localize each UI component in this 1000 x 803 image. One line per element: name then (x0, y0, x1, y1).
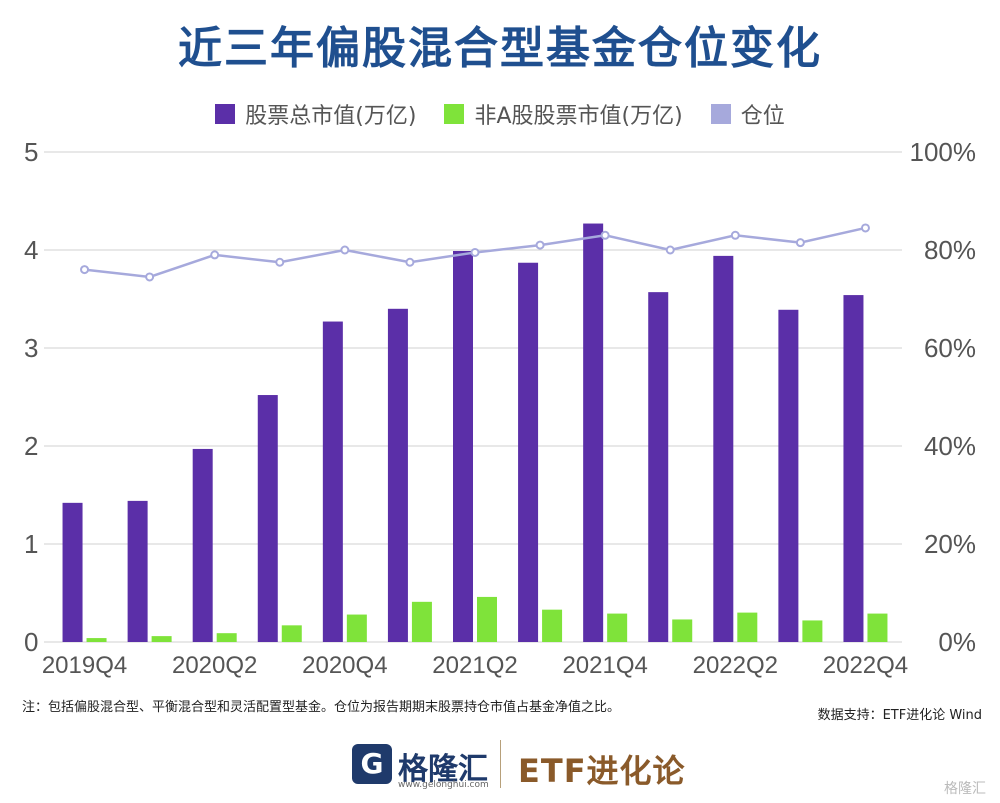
bar-total (648, 292, 669, 642)
y-right-tick-label: 60% (924, 333, 976, 363)
bar-nonA (477, 596, 497, 642)
bar-total (778, 309, 799, 642)
legend-item-nonA: 非A股股票市值(万亿) (444, 98, 683, 130)
x-tick-label: 2020Q2 (172, 652, 257, 679)
bar-nonA (607, 613, 628, 642)
x-tick-label: 2020Q4 (302, 652, 387, 679)
bar-nonA (802, 620, 823, 642)
position-point (860, 223, 870, 233)
bar-total (518, 262, 539, 642)
position-point (600, 230, 610, 240)
y-right-tick-label: 0% (938, 627, 976, 657)
bar-nonA (86, 638, 107, 642)
y-left-tick-label: 4 (24, 235, 38, 265)
watermark: 格隆汇 (944, 781, 986, 797)
gelonghui-url: www.gelonghui.com (398, 780, 489, 790)
position-point (145, 272, 155, 282)
x-tick-label: 2021Q2 (432, 652, 517, 679)
position-point (470, 247, 480, 257)
footer-divider (500, 740, 501, 788)
position-point (665, 245, 675, 255)
bar-nonA (151, 636, 172, 642)
bar-total (387, 308, 408, 642)
x-tick-label: 2021Q4 (562, 652, 647, 679)
chart-title: 近三年偏股混合型基金仓位变化 (178, 23, 822, 74)
y-left-tick-label: 2 (24, 431, 38, 461)
bar-nonA (672, 619, 693, 642)
position-point (80, 265, 90, 275)
y-right-tick-label: 20% (924, 529, 976, 559)
y-left-tick-label: 0 (24, 627, 38, 657)
legend-item-total: 股票总市值(万亿) (215, 98, 416, 130)
position-point (795, 238, 805, 248)
footer-branding: G 格隆汇 www.gelonghui.com ETF进化论 格隆汇 (0, 732, 1000, 798)
legend-item-position: 仓位 (710, 98, 785, 130)
bar-nonA (346, 614, 367, 642)
legend-swatch-total (215, 104, 236, 124)
footnote: 注：包括偏股混合型、平衡混合型和灵活配置型基金。仓位为报告期期末股票持仓市值占基… (22, 700, 621, 715)
position-point (275, 257, 285, 267)
bar-total (127, 500, 148, 642)
legend-label-nonA: 非A股股票市值(万亿) (474, 104, 683, 129)
position-point (730, 230, 740, 240)
legend-label-total: 股票总市值(万亿) (245, 104, 417, 129)
position-point (405, 257, 415, 267)
gelonghui-logo-text: 格隆汇 (398, 752, 488, 787)
legend: 股票总市值(万亿) 非A股股票市值(万亿) 仓位 (0, 98, 1000, 130)
y-left-tick-label: 5 (24, 137, 38, 167)
bar-total (583, 223, 604, 643)
position-point (210, 250, 220, 260)
bar-nonA (737, 612, 758, 642)
etf-brand: ETF进化论 (518, 752, 686, 790)
position-point (340, 245, 350, 255)
bar-nonA (867, 613, 888, 642)
y-right-tick-label: 80% (924, 235, 976, 265)
bar-nonA (411, 601, 432, 642)
y-left-tick-label: 3 (24, 333, 38, 363)
y-right-tick-label: 100% (910, 137, 977, 167)
bar-total (713, 255, 734, 642)
gelonghui-logo-icon: G (352, 744, 392, 784)
bar-total (843, 295, 864, 642)
x-tick-label: 2022Q4 (823, 652, 908, 679)
position-point (535, 240, 545, 250)
bar-total (62, 502, 83, 642)
x-tick-label: 2022Q2 (693, 652, 778, 679)
source-credit: 数据支持：ETF进化论 Wind (817, 708, 982, 723)
bar-nonA (216, 633, 237, 642)
y-right-tick-label: 40% (924, 431, 976, 461)
x-tick-label: 2019Q4 (42, 652, 127, 679)
bar-total (453, 250, 473, 643)
bar-total (192, 448, 213, 642)
legend-swatch-position (710, 104, 731, 124)
legend-swatch-nonA (444, 104, 465, 124)
bar-total (322, 321, 343, 642)
chart-canvas: 0 1 2 3 4 5 0% 20% 40% 60% 80% 100% 2019Q4 2020Q2 2020… (24, 137, 977, 679)
legend-label-position: 仓位 (740, 104, 785, 129)
bar-total (257, 395, 278, 642)
y-left-tick-label: 1 (24, 529, 38, 559)
bar-nonA (542, 609, 563, 642)
bar-nonA (281, 625, 302, 642)
